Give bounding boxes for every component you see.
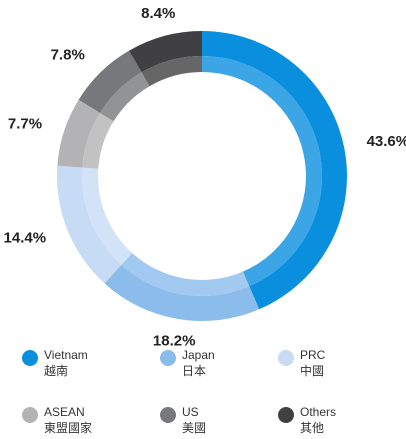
legend-label: Vietnam <box>44 348 88 362</box>
legend-label: Japan <box>182 348 215 362</box>
donut-slice <box>104 264 260 321</box>
legend-label: US <box>182 405 199 419</box>
value-label: 14.4% <box>4 229 47 246</box>
donut-inner-tint <box>99 72 150 122</box>
legend-swatch <box>22 350 38 366</box>
legend-label-zh: 越南 <box>44 363 68 378</box>
value-label: 18.2% <box>153 333 196 350</box>
legend-swatch <box>160 350 176 366</box>
donut-inner-band <box>202 56 323 287</box>
donut-slice <box>57 99 100 168</box>
donut-inner-tint <box>82 112 114 169</box>
donut-inner-tint <box>121 252 250 296</box>
value-label: 8.4% <box>141 5 175 22</box>
donut-slice <box>202 31 347 310</box>
value-label: 7.8% <box>51 47 85 64</box>
legend-label-zh: 美國 <box>182 421 206 435</box>
legend-label: ASEAN <box>44 405 85 419</box>
donut-inner-band <box>141 56 202 87</box>
donut-inner-band <box>121 252 250 296</box>
legend-label: PRC <box>300 348 326 362</box>
donut-inner-band <box>82 112 114 169</box>
donut-inner-band <box>81 167 133 265</box>
donut-inner-band <box>99 72 150 122</box>
donut-slice <box>78 50 142 113</box>
legend-swatch <box>160 407 176 423</box>
legend-label-zh: 日本 <box>182 364 206 378</box>
donut-inner-tint <box>141 56 202 87</box>
value-label: 43.6% <box>367 133 406 150</box>
legend-label-zh: 中國 <box>300 363 324 378</box>
legend-swatch <box>278 350 294 366</box>
donut-inner-tint <box>81 167 133 265</box>
legend-swatch <box>22 407 38 423</box>
legend-label: Others <box>300 405 336 419</box>
value-label: 7.7% <box>8 115 42 132</box>
legend-label-zh: 其他 <box>300 421 324 435</box>
donut-slice <box>129 30 202 73</box>
donut-slice <box>56 165 122 284</box>
legend-label-zh: 東盟國家 <box>44 420 92 435</box>
legend-swatch <box>278 407 294 423</box>
donut-inner-tint <box>202 56 323 287</box>
